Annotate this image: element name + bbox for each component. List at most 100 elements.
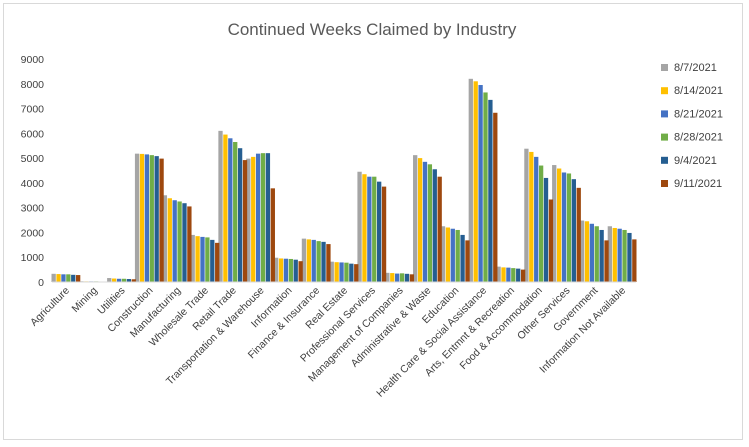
bar [167,198,172,282]
bar [468,78,473,282]
bar [437,176,442,282]
bar [344,262,349,282]
bar [242,160,248,282]
chart-title: Continued Weeks Claimed by Industry [228,20,517,39]
bar [273,257,279,282]
y-tick-label: 5000 [21,153,45,165]
y-tick-label: 3000 [21,203,45,215]
bar [298,261,303,282]
legend-label: 8/28/2021 [674,132,723,144]
bar [306,239,311,282]
bar [385,272,390,282]
series-4 [66,92,627,282]
bar [506,267,511,282]
bar [455,229,460,282]
legend-label: 8/14/2021 [674,85,723,97]
legend-swatch [661,133,668,141]
bar [432,169,437,282]
bar [516,268,521,282]
bar [488,99,493,282]
bar [283,258,289,282]
legend-item: 8/21/2021 [661,108,723,120]
bar [154,156,159,282]
x-tick-label: Agriculture [28,285,72,329]
bar [260,153,266,282]
bar [538,165,544,282]
bar [594,226,599,282]
bar [218,130,223,282]
bar [566,173,572,282]
bar [381,186,387,282]
bar [617,228,622,282]
bar [195,236,200,282]
bar [56,274,61,282]
bar [228,138,233,282]
bar [599,229,604,282]
bar [409,274,415,282]
bar [524,148,529,282]
bar [427,164,433,282]
bar [440,226,446,282]
bar [107,278,112,282]
bar [265,153,271,282]
y-axis: 0 1000 2000 3000 4000 5000 6000 7000 8000 9000 [21,54,45,289]
bar [473,81,478,282]
bar [556,168,562,282]
y-tick-label: 6000 [21,128,45,140]
bar [316,241,321,282]
series-1 [51,78,612,282]
bar [177,201,182,282]
bar [395,273,400,282]
bar [139,153,145,282]
bar [511,268,516,282]
bar [116,278,122,282]
bar [362,174,367,282]
bar [200,236,205,282]
legend-item: 8/28/2021 [661,132,723,144]
bar [66,274,71,282]
bar [215,242,220,282]
bar [478,85,483,283]
bar [579,220,585,282]
bar [223,134,228,282]
bar [445,227,451,282]
legend-item: 8/14/2021 [661,85,723,97]
bar [162,195,168,282]
bar [149,155,154,282]
bar [61,274,66,282]
y-tick-label: 1000 [21,252,45,264]
bar [76,275,81,282]
y-tick-label: 0 [38,277,44,289]
legend-label: 8/7/2021 [674,62,717,74]
bar [182,203,187,282]
bar [607,226,612,282]
bar [604,240,609,282]
legend-swatch [661,64,668,71]
bar [483,92,488,282]
bar [311,239,316,282]
y-tick-label: 4000 [21,178,45,190]
bar [584,221,590,282]
legend-swatch [661,110,668,118]
bar [126,279,132,282]
bar [612,227,617,282]
bar [159,158,164,282]
series-3 [61,85,622,283]
bar [349,263,354,282]
bar [233,142,238,282]
bar [246,158,251,282]
legend-label: 9/4/2021 [674,155,717,167]
bar [552,165,557,282]
bar [278,258,284,282]
bar [548,199,554,282]
bar [529,151,534,282]
legend-swatch [661,156,668,164]
bar [632,239,637,282]
bar [326,244,331,282]
bar [372,176,377,282]
legend-swatch [661,180,668,187]
bar [237,148,243,282]
bar [417,158,423,282]
bar [187,206,192,282]
